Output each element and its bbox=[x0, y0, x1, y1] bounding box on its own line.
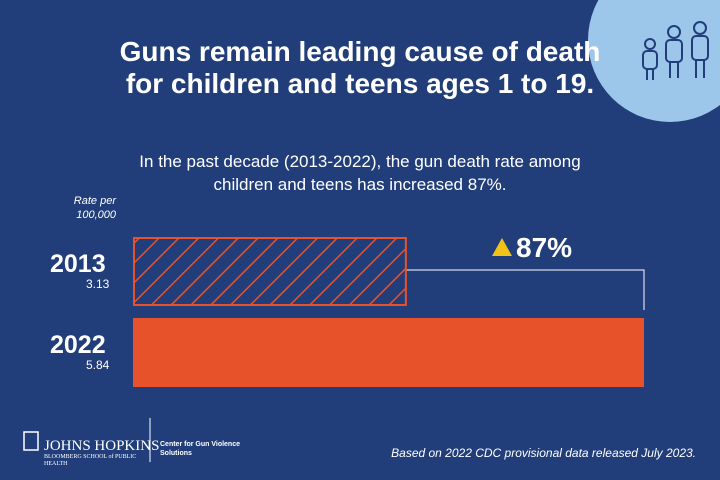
center-name: Center for Gun Violence Solutions bbox=[160, 441, 240, 457]
change-bracket bbox=[406, 269, 645, 310]
change-annotation: 87% bbox=[516, 232, 572, 263]
category-label: 2022 bbox=[50, 331, 106, 359]
title: Guns remain leading cause of death for c… bbox=[119, 36, 601, 99]
bar bbox=[133, 318, 644, 387]
shield-icon bbox=[23, 431, 39, 451]
source-note: Based on 2022 CDC provisional data relea… bbox=[391, 446, 696, 460]
org-name: JOHNS HOPKINS bbox=[44, 438, 160, 454]
icon-circle bbox=[588, 0, 720, 122]
axis-label: Rate per 100,000 bbox=[73, 195, 116, 221]
value-label: 3.13 bbox=[86, 277, 110, 291]
value-label: 5.84 bbox=[86, 358, 110, 372]
subtitle: In the past decade (2013-2022), the gun … bbox=[139, 152, 581, 194]
bar bbox=[133, 237, 407, 306]
family-icon bbox=[642, 21, 709, 80]
school-name: BLOOMBERG SCHOOL of PUBLIC HEALTH bbox=[44, 454, 137, 467]
category-label: 2013 bbox=[50, 250, 106, 278]
up-triangle bbox=[492, 238, 512, 256]
